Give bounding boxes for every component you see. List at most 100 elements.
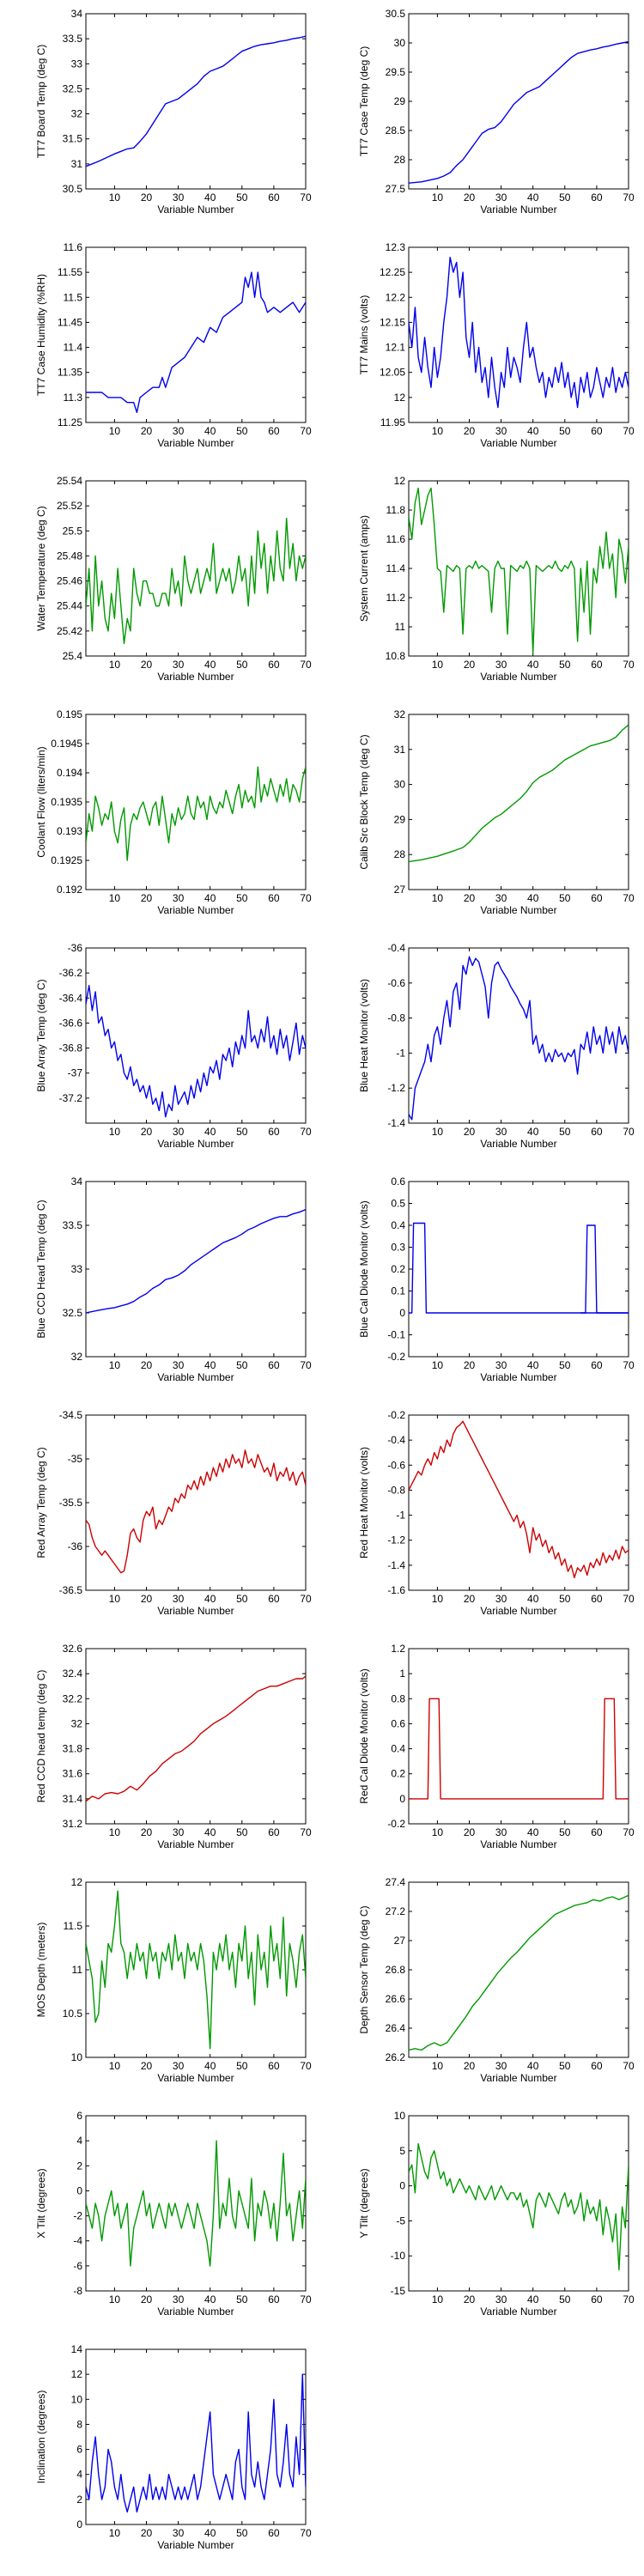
series-line bbox=[409, 1698, 629, 1800]
x-axis-label: Variable Number bbox=[480, 671, 556, 683]
x-tick-label: 40 bbox=[204, 425, 216, 437]
y-tick-label: -36.4 bbox=[59, 992, 83, 1004]
y-tick-label: 0 bbox=[399, 1793, 405, 1805]
x-tick-label: 60 bbox=[591, 1359, 603, 1371]
chart-svg: 10 20 30 40 50 60 70 -37.2 -37 -36.8 -36.6 -36.4 -36… bbox=[35, 942, 312, 1150]
x-axis-label: Variable Number bbox=[480, 2072, 556, 2084]
chart-svg: 10 20 30 40 50 60 70 10.8 11 11.2 11.4 11.6 11.8 12 Va… bbox=[358, 475, 635, 683]
y-tick-label: 12.05 bbox=[380, 367, 405, 379]
y-tick-label: 25.52 bbox=[57, 500, 82, 512]
y-tick-label: 1 bbox=[399, 1668, 405, 1680]
plot-frame bbox=[85, 13, 307, 190]
chart-svg: 10 20 30 40 50 60 70 -15 -10 -5 0 5 10 Variable Numbe… bbox=[358, 2110, 635, 2318]
y-tick-label: 11.5 bbox=[64, 1920, 83, 1932]
x-axis-label: Variable Number bbox=[157, 1838, 234, 1850]
x-tick-label: 60 bbox=[591, 2060, 603, 2072]
chart-panel: 10 20 30 40 50 60 70 31.2 31.4 31.6 31.8 32 32.2 32.4… bbox=[7, 1643, 316, 1864]
y-tick-label: 0.194 bbox=[57, 767, 82, 779]
plot-frame bbox=[85, 1414, 307, 1591]
x-tick-label: 20 bbox=[141, 1826, 153, 1838]
x-tick-label: 10 bbox=[109, 2060, 121, 2072]
x-tick-label: 10 bbox=[432, 2293, 444, 2306]
y-tick-label: 11 bbox=[72, 1964, 83, 1976]
y-axis-label: MOS Depth (meters) bbox=[35, 1923, 47, 2018]
y-tick-label: 33.5 bbox=[63, 33, 83, 45]
y-tick-label: 11.55 bbox=[58, 266, 82, 278]
y-tick-label: 25.48 bbox=[57, 550, 82, 562]
x-tick-label: 70 bbox=[300, 659, 312, 671]
y-tick-label: -37 bbox=[68, 1067, 83, 1079]
series-line bbox=[409, 487, 629, 654]
x-tick-label: 40 bbox=[527, 892, 539, 904]
x-tick-label: 20 bbox=[464, 1593, 476, 1605]
y-tick-label: 11.3 bbox=[64, 392, 83, 404]
x-tick-label: 40 bbox=[204, 1126, 216, 1138]
x-tick-label: 70 bbox=[623, 1593, 635, 1605]
series-line bbox=[86, 2373, 306, 2513]
x-tick-label: 20 bbox=[141, 191, 153, 204]
chart-svg: 10 20 30 40 50 60 70 -36.5 -36 -35.5 -35 -34.5 Varia… bbox=[35, 1409, 312, 1617]
x-tick-label: 40 bbox=[204, 2527, 216, 2539]
chart-panel: 10 20 30 40 50 60 70 -0.2 0 0.2 0.4 0.6 0.8 1 1.2 Varia… bbox=[330, 1643, 639, 1864]
y-tick-label: 32.4 bbox=[63, 1668, 83, 1680]
x-tick-label: 30 bbox=[495, 892, 507, 904]
y-tick-label: 29.5 bbox=[386, 66, 406, 78]
y-tick-label: -0.8 bbox=[387, 1012, 405, 1024]
chart-panel: 10 20 30 40 50 60 70 27.5 28 28.5 29 29.5 30 30.5 Vari… bbox=[330, 8, 639, 229]
y-tick-label: -1.4 bbox=[387, 1559, 405, 1571]
plot-frame bbox=[85, 1648, 307, 1825]
plot-frame bbox=[408, 246, 629, 423]
y-tick-label: 32 bbox=[71, 1717, 83, 1729]
y-axis-label: Red Cal Diode Monitor (volts) bbox=[358, 1668, 370, 1803]
y-tick-label: -34.5 bbox=[59, 1410, 83, 1421]
x-axis-label: Variable Number bbox=[480, 2306, 556, 2318]
x-tick-label: 50 bbox=[559, 191, 571, 204]
chart-svg: 10 20 30 40 50 60 70 30.5 31 31.5 32 32.5 33 33.5 34 Va… bbox=[35, 8, 312, 216]
y-tick-label: -1 bbox=[396, 1510, 405, 1522]
y-tick-label: 0.193 bbox=[57, 825, 82, 837]
y-tick-label: 31.4 bbox=[63, 1793, 83, 1805]
series-line bbox=[409, 2142, 629, 2271]
y-tick-label: -8 bbox=[73, 2285, 82, 2297]
y-axis-label: Blue Array Temp (deg C) bbox=[35, 979, 47, 1091]
chart-svg: 10 20 30 40 50 60 70 25.4 25.42 25.44 25.46 25.48 25… bbox=[35, 475, 312, 683]
y-axis-label: Depth Sensor Temp (deg C) bbox=[358, 1905, 370, 2033]
x-tick-label: 20 bbox=[464, 1359, 476, 1371]
y-tick-label: 32.5 bbox=[63, 1307, 83, 1319]
y-tick-label: -4 bbox=[73, 2235, 82, 2247]
series-line bbox=[86, 985, 306, 1118]
y-tick-label: 0.192 bbox=[57, 884, 82, 896]
x-axis-label: Variable Number bbox=[480, 1138, 556, 1150]
x-tick-label: 50 bbox=[236, 2527, 248, 2539]
y-tick-label: 12.3 bbox=[386, 242, 406, 253]
x-tick-label: 30 bbox=[495, 1126, 507, 1138]
y-tick-label: 31 bbox=[394, 744, 406, 756]
y-tick-label: 11.4 bbox=[64, 342, 83, 354]
y-tick-label: 0.4 bbox=[391, 1743, 405, 1755]
chart-svg: 10 20 30 40 50 60 70 26.2 26.4 26.6 26.8 27 27.2 27.4… bbox=[358, 1876, 635, 2084]
x-tick-label: 60 bbox=[591, 1126, 603, 1138]
y-tick-label: 0.3 bbox=[391, 1242, 405, 1254]
x-tick-label: 50 bbox=[236, 425, 248, 437]
y-tick-label: -0.4 bbox=[387, 943, 405, 954]
y-tick-label: -1.2 bbox=[387, 1082, 405, 1094]
series-line bbox=[86, 766, 306, 861]
x-axis-label: Variable Number bbox=[157, 1605, 234, 1617]
x-tick-label: 70 bbox=[300, 2293, 312, 2306]
y-tick-label: 11.35 bbox=[58, 367, 82, 379]
y-tick-label: -0.2 bbox=[387, 1818, 405, 1830]
chart-svg: 10 20 30 40 50 60 70 31.2 31.4 31.6 31.8 32 32.2 32.4… bbox=[35, 1643, 312, 1850]
chart-svg: 10 20 30 40 50 60 70 27.5 28 28.5 29 29.5 30 30.5 Vari… bbox=[358, 8, 635, 216]
x-tick-label: 10 bbox=[432, 2060, 444, 2072]
y-tick-label: 31.8 bbox=[63, 1743, 83, 1755]
y-tick-label: 28 bbox=[394, 848, 406, 860]
y-tick-label: 8 bbox=[76, 2418, 82, 2430]
y-tick-label: 12 bbox=[394, 392, 406, 404]
x-axis-label: Variable Number bbox=[157, 1371, 234, 1383]
y-tick-label: 12 bbox=[71, 2368, 83, 2380]
y-tick-label: 11 bbox=[395, 621, 406, 633]
x-tick-label: 50 bbox=[559, 1826, 571, 1838]
x-tick-label: 60 bbox=[591, 1826, 603, 1838]
x-tick-label: 50 bbox=[236, 1826, 248, 1838]
y-tick-label: 32.6 bbox=[63, 1643, 83, 1655]
